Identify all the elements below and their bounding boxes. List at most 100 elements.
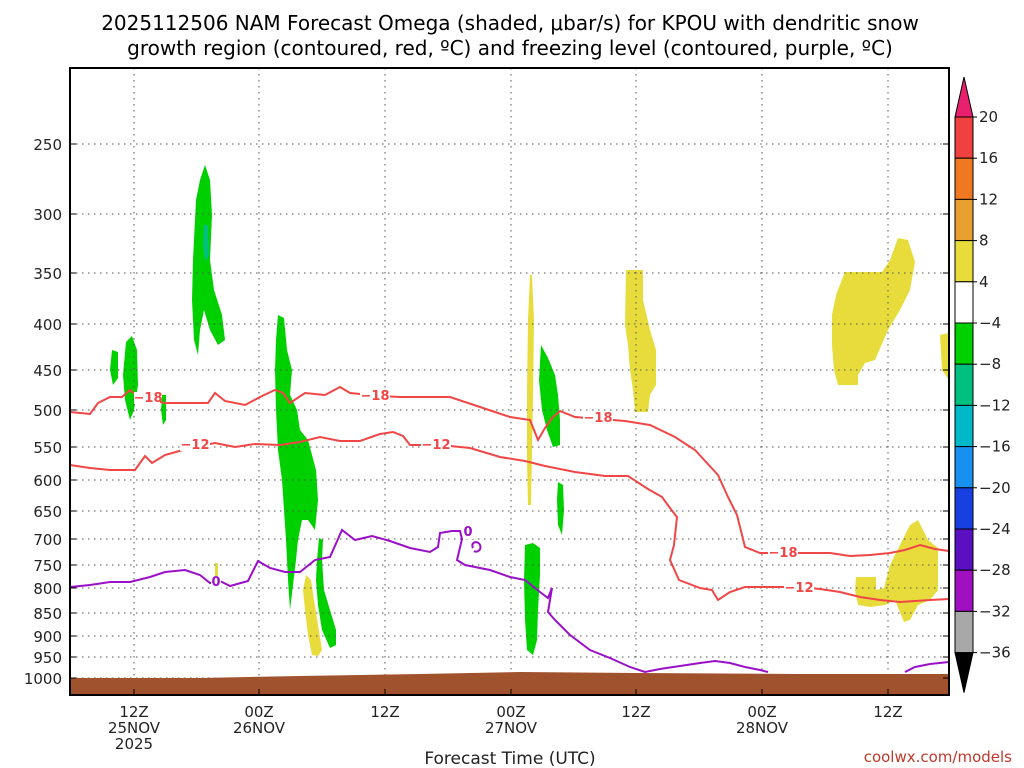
omega-yellow-blob [625,270,656,412]
colorbar-band [954,610,974,654]
y-tick-label: 950 [33,649,62,667]
omega-yellow-blob [527,275,534,505]
y-tick-label: 400 [33,316,62,334]
y-tick-label: 900 [33,628,62,646]
x-axis-label: Forecast Time (UTC) [424,749,595,768]
colorbar-band [954,446,974,489]
contour-label-minus18: −18 [134,391,163,406]
x-tick-label: 12Z [621,703,650,721]
colorbar-arrow-top [954,76,974,118]
omega-yellow-blob [832,238,915,385]
contour-label-bg [134,392,160,404]
omega-green-blob [275,315,318,610]
credit-text[interactable]: coolwx.com/models [864,748,1012,766]
omega-green-blob [192,165,225,355]
contour-label-bg [180,439,210,451]
x-tick-label: 12Z [873,703,902,721]
contour-minus12 [69,430,950,604]
x-tick-label: 2025 [115,735,153,753]
omega-yellow-blob [940,333,949,380]
x-tick-label: 00Z [496,703,525,721]
y-tick-label: 850 [33,605,62,623]
y-tick-label: 600 [33,472,62,490]
omega-green-blob [557,482,564,535]
y-tick-label: 1000 [24,670,62,688]
contour-label-bg [463,526,473,539]
colorbar-label: −28 [979,561,1011,579]
colorbar-band [954,198,974,242]
contour-label-bg [768,547,798,559]
chart-title-line-2: growth region (contoured, red, ºC) and f… [127,36,893,60]
colorbar-label: −32 [979,602,1011,620]
colorbar-label: −20 [979,479,1011,497]
y-tick-label: 500 [33,402,62,420]
plot-frame [69,67,950,696]
dotted-gridlines [70,68,949,695]
colorbar-band [954,487,974,530]
x-tick-label: 00Z [244,703,273,721]
colorbar-label: 16 [979,149,998,167]
colorbar-label: 4 [979,273,989,291]
colorbar-label: 20 [979,108,998,126]
x-tick-label: 00Z [747,703,776,721]
contour-label-bg [360,390,390,402]
omega-teal-streak [203,225,209,262]
x-tick-label: 27NOV [485,719,538,737]
omega-green-blob [110,350,118,385]
y-tick-label: 750 [33,557,62,575]
colorbar-band [954,240,974,283]
contour-label-minus12: −12 [785,581,814,596]
x-tick-label: 12Z [370,703,399,721]
colorbar-label: −4 [979,314,1001,332]
x-tick-label: 26NOV [233,719,286,737]
contour-label-bg [583,412,613,424]
colorbar-label: −16 [979,438,1011,456]
colorbar-band [954,363,974,406]
contour-label-bg [784,582,814,594]
colorbar-band [954,404,974,448]
y-axis: 250 300 350 400 450 500 550 600 650 700 750 800 850 9… [24,136,949,688]
y-tick-label: 250 [33,136,62,154]
x-tick-label: 28NOV [736,719,789,737]
colorbar-label: −12 [979,396,1011,414]
contour-label-minus18: −18 [584,411,613,426]
contour-label-minus18: −18 [769,546,798,561]
contour-label-zero: 0 [211,575,220,590]
omega-green-blob [316,538,336,648]
colorbar-label: −8 [979,355,1001,373]
x-tick-label: 12Z [119,703,148,721]
contour-minus18 [69,385,950,558]
y-tick-label: 350 [33,265,62,283]
contour-label-minus12: −12 [422,438,451,453]
contour-label-zero: 0 [463,525,472,540]
contour-label-bg [421,439,451,451]
colorbar-band [954,322,974,365]
contour-label-bg [211,576,221,589]
contour-label-minus18: −18 [361,389,390,404]
colorbar: 20 16 12 8 4 −4 −8 −12 −16 −20 −24 −28 −32 −36 [954,76,1011,693]
colorbar-band [954,116,974,159]
colorbar-label: 12 [979,190,998,208]
y-tick-label: 650 [33,503,62,521]
omega-green-blob [524,543,540,655]
colorbar-band [954,281,974,324]
y-tick-label: 800 [33,580,62,598]
y-tick-label: 300 [33,206,62,224]
y-tick-label: 700 [33,531,62,549]
contour-freezing-level-east [904,661,950,673]
y-tick-label: 450 [33,362,62,380]
contour-labels: −18 −18 −18 −18 −12 −12 −12 0 0 [134,389,814,596]
contour-freezing-level-loop [471,541,482,553]
colorbar-arrow-bottom [954,652,974,693]
omega-green-blob [123,336,138,420]
contour-label-minus12: −12 [181,438,210,453]
colorbar-label: −24 [979,520,1011,538]
colorbar-label: −36 [979,644,1011,662]
colorbar-band [954,569,974,612]
colorbar-band [954,528,974,571]
colorbar-label: 8 [979,232,989,250]
contour-freezing-level [69,528,769,674]
y-tick-label: 550 [33,439,62,457]
